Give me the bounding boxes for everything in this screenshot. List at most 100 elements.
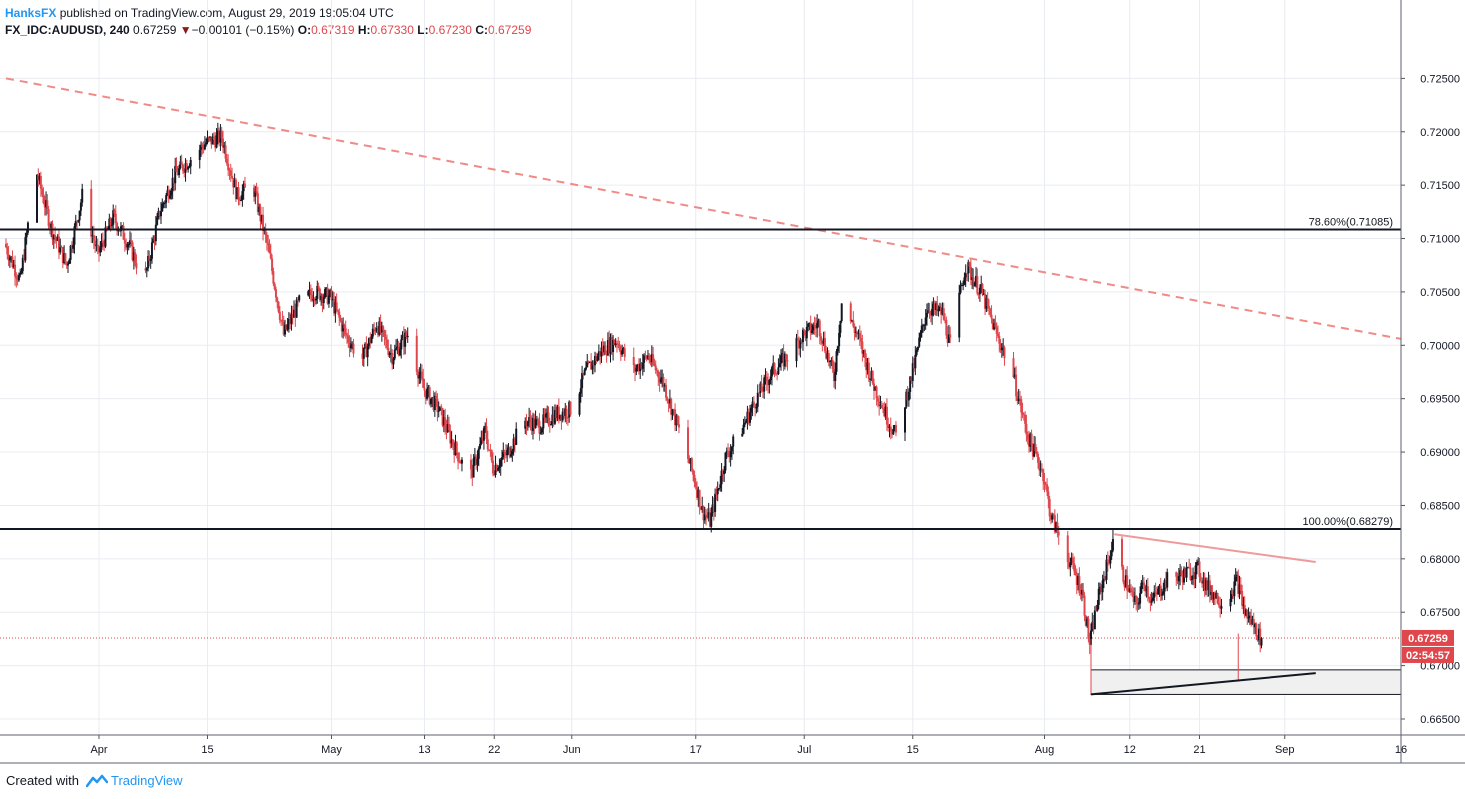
candle-body — [1029, 433, 1032, 447]
candle-body — [406, 335, 409, 338]
candle-body — [857, 333, 860, 335]
tradingview-brand[interactable]: TradingView — [111, 773, 183, 788]
low-label: L: — [417, 23, 429, 37]
candle-body — [1137, 603, 1140, 605]
candle-body — [830, 360, 833, 362]
candle-body — [490, 450, 493, 461]
candle-body — [617, 343, 620, 345]
candle-body — [110, 224, 113, 226]
candle-body — [1109, 556, 1112, 564]
candle-body — [99, 247, 102, 253]
candle-body — [1219, 605, 1222, 609]
candle-body — [1024, 414, 1027, 424]
candle-body — [417, 371, 420, 379]
candle-body — [367, 338, 370, 347]
candle-body — [347, 335, 350, 343]
candle-body — [451, 439, 454, 446]
candle-body — [670, 399, 673, 415]
candle-body — [854, 331, 857, 333]
candle-body — [834, 371, 837, 382]
candle-body — [741, 433, 744, 437]
candle-body — [7, 254, 10, 261]
candle-body — [1215, 593, 1218, 599]
candle-body — [395, 348, 398, 350]
candle-body — [697, 489, 700, 498]
candle-body — [365, 343, 368, 358]
candle-body — [457, 452, 460, 462]
candle-body — [800, 340, 803, 343]
y-tick-label: 0.66500 — [1420, 714, 1460, 726]
candle-body — [940, 306, 943, 315]
candle-body — [171, 177, 174, 191]
candle-body — [764, 376, 767, 378]
candle-body — [131, 242, 134, 261]
candle-body — [81, 188, 84, 203]
candle-body — [432, 397, 435, 410]
candle-body — [777, 367, 780, 375]
open-label: O: — [297, 23, 312, 37]
candle-body — [285, 324, 288, 330]
candle-body — [578, 393, 581, 415]
candle-body — [1111, 539, 1114, 551]
candle-body — [887, 424, 890, 428]
candle-body — [50, 223, 53, 228]
candle-body — [1193, 575, 1196, 579]
candle-body — [1233, 581, 1236, 597]
candle-body — [963, 277, 966, 285]
candle-body — [649, 360, 652, 363]
candle-body — [822, 338, 825, 344]
candle-body — [313, 299, 316, 301]
candle-body — [1255, 623, 1258, 637]
candle-body — [291, 314, 294, 318]
candle-body — [998, 335, 1001, 344]
candle-body — [786, 360, 789, 362]
candle-body — [172, 177, 175, 184]
candle-body — [12, 264, 15, 268]
candle-body — [1123, 581, 1126, 588]
candle-body — [1139, 593, 1142, 604]
fib-level-label: 78.60%(0.71085) — [1309, 216, 1393, 228]
candle-body — [799, 340, 802, 349]
candle-body — [1048, 499, 1051, 517]
candle-body — [512, 438, 515, 451]
candle-body — [776, 373, 779, 375]
candle-body — [1146, 586, 1149, 597]
candle-body — [1035, 451, 1038, 455]
candle-body — [904, 407, 906, 433]
candle-body — [1245, 609, 1247, 616]
candle-body — [42, 194, 45, 203]
candle-body — [175, 166, 178, 172]
candle-body — [782, 353, 785, 367]
candle-body — [1047, 491, 1050, 500]
candle-body — [64, 253, 67, 263]
candle-body — [25, 232, 28, 238]
candle-body — [937, 308, 940, 312]
candle-body — [1031, 445, 1034, 457]
price-chart[interactable]: 78.60%(0.71085)100.00%(0.68279) 0.725000… — [0, 0, 1465, 770]
candle-body — [369, 338, 372, 344]
candle-body — [1140, 582, 1143, 594]
candle-body — [39, 176, 42, 189]
candle-body — [510, 454, 513, 457]
candle-body — [613, 339, 616, 346]
author-name[interactable]: HanksFX — [5, 6, 57, 20]
candle-body — [1260, 637, 1263, 646]
candle-body — [946, 335, 949, 343]
candle-body — [1066, 535, 1069, 563]
candle-body — [997, 333, 999, 336]
low-value: 0.67230 — [428, 23, 472, 37]
candle-body — [938, 306, 941, 309]
candle-body — [865, 358, 868, 371]
candle-body — [1195, 562, 1198, 566]
candle-body — [180, 161, 183, 165]
candle-body — [259, 206, 262, 222]
candle-body — [533, 418, 536, 428]
candle-body — [1166, 572, 1169, 588]
candle-body — [1099, 586, 1102, 589]
candle-body — [471, 469, 474, 478]
candle-body — [569, 401, 572, 415]
candle-body — [1216, 593, 1219, 604]
candle-body — [990, 314, 993, 319]
candle-body — [1135, 596, 1138, 602]
candle-body — [502, 451, 505, 458]
